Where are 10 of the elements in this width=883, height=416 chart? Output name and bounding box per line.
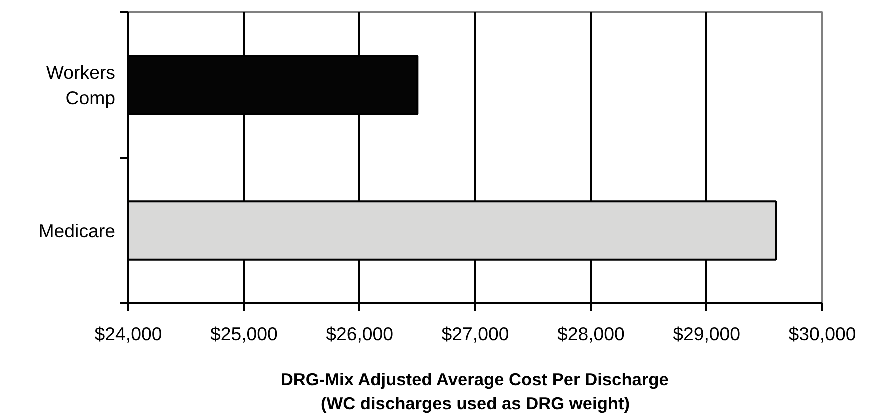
x-tick-label: $24,000: [94, 324, 162, 344]
x-axis-title: DRG-Mix Adjusted Average Cost Per Discharge (WC discharges used as DRG weight): [280, 370, 670, 414]
y-tick-label: Medicare: [38, 220, 116, 242]
x-tick-label: $28,000: [557, 324, 625, 344]
y-tick-label: Workers Comp: [46, 62, 116, 108]
x-tick-label: $26,000: [326, 324, 394, 344]
x-tick-label: $30,000: [788, 324, 856, 344]
x-tick-label: $25,000: [210, 324, 278, 344]
x-tick-label: $27,000: [442, 324, 510, 344]
x-tick-label: $29,000: [673, 324, 741, 344]
